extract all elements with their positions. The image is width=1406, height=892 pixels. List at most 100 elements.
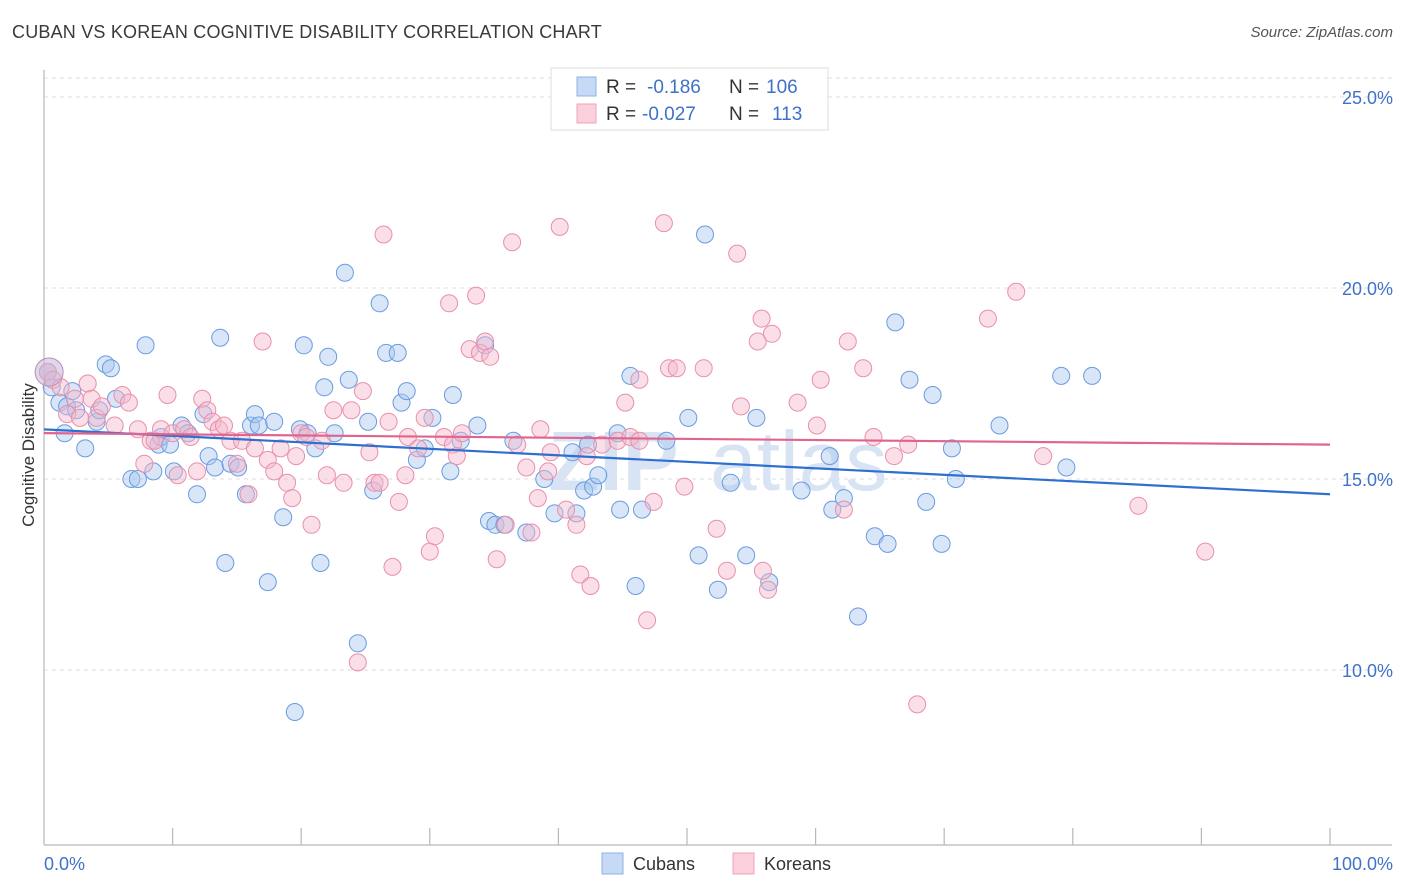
point-cubans	[76, 439, 95, 458]
point-cubans	[216, 554, 235, 572]
point-koreans	[1129, 496, 1148, 515]
point-cubans	[315, 378, 334, 397]
point-cubans	[265, 412, 284, 431]
point-koreans	[348, 653, 367, 672]
point-koreans	[788, 393, 807, 412]
point-koreans	[487, 550, 506, 569]
point-koreans	[654, 214, 673, 233]
point-koreans	[370, 473, 389, 492]
point-cubans	[211, 328, 230, 347]
point-cubans	[441, 462, 460, 481]
point-cubans	[878, 534, 897, 553]
point-cubans	[285, 703, 304, 721]
point-koreans	[365, 473, 384, 492]
trend-line-koreans	[43, 432, 1331, 446]
point-cubans	[696, 225, 714, 244]
point-koreans	[667, 359, 686, 378]
point-koreans	[522, 523, 541, 542]
point-cubans	[199, 447, 218, 466]
bottom-legend-swatch-koreans	[732, 852, 755, 875]
point-koreans	[188, 462, 206, 481]
point-cubans	[626, 577, 645, 595]
point-cubans	[579, 435, 597, 454]
point-koreans	[621, 428, 640, 446]
point-koreans	[762, 324, 781, 343]
point-koreans	[567, 515, 586, 534]
point-koreans	[283, 489, 302, 508]
point-cubans	[886, 313, 905, 332]
point-koreans	[168, 466, 187, 485]
point-koreans	[752, 309, 771, 328]
point-koreans	[508, 435, 527, 454]
point-koreans	[379, 412, 398, 431]
point-koreans	[593, 435, 612, 454]
y-tick-label: 10.0%	[1342, 661, 1393, 681]
point-koreans	[528, 489, 547, 508]
bottom-legend-label-koreans: Koreans	[764, 854, 831, 874]
point-koreans	[539, 462, 558, 481]
point-koreans	[864, 428, 883, 446]
data-points	[34, 214, 1215, 721]
point-koreans	[541, 443, 560, 462]
point-cubans	[245, 405, 264, 424]
bottom-legend: Cubans Koreans	[601, 852, 831, 875]
point-koreans	[460, 340, 479, 359]
legend-n-label-koreans: N =	[729, 104, 759, 125]
y-tick-labels: 10.0% 15.0% 20.0% 25.0%	[1342, 88, 1393, 681]
legend-swatch-koreans	[576, 103, 597, 124]
legend-r-label-cubans: R =	[606, 77, 636, 98]
point-koreans	[854, 359, 873, 378]
point-koreans	[420, 542, 439, 561]
point-koreans	[389, 492, 408, 511]
point-cubans	[294, 336, 313, 355]
point-cubans	[335, 263, 354, 282]
point-koreans	[374, 225, 393, 244]
point-koreans	[467, 286, 486, 305]
point-cubans	[122, 470, 141, 488]
y-axis-title: Cognitive Disability	[19, 383, 38, 527]
y-tick-label: 20.0%	[1342, 279, 1393, 299]
point-cubans	[589, 466, 608, 485]
point-cubans	[311, 554, 330, 572]
point-koreans	[239, 485, 258, 504]
point-cubans	[575, 481, 594, 500]
x-tick-marks	[172, 828, 1331, 845]
point-koreans	[324, 401, 343, 420]
chart-title: CUBAN VS KOREAN COGNITIVE DISABILITY COR…	[12, 22, 602, 42]
point-koreans	[82, 389, 101, 408]
point-cubans	[900, 370, 919, 389]
point-koreans	[278, 473, 297, 492]
point-cubans	[1052, 366, 1071, 385]
point-koreans	[571, 565, 590, 584]
point-cubans	[274, 508, 293, 527]
point-cubans	[942, 439, 961, 458]
point-koreans	[92, 397, 111, 416]
point-koreans	[452, 424, 471, 443]
point-cubans	[946, 470, 965, 488]
point-cubans	[468, 416, 487, 435]
point-cubans	[339, 370, 358, 389]
point-cubans	[689, 546, 708, 565]
point-koreans	[807, 416, 826, 435]
point-cubans	[721, 473, 740, 492]
point-cubans	[443, 386, 462, 404]
legend-n-label-cubans: N =	[729, 77, 759, 98]
point-cubans	[932, 534, 951, 553]
point-cubans	[849, 607, 867, 626]
point-koreans	[193, 389, 212, 408]
point-koreans	[287, 447, 306, 466]
point-koreans	[517, 458, 536, 477]
point-koreans	[198, 401, 217, 420]
point-koreans	[334, 473, 353, 492]
point-cubans	[206, 458, 224, 477]
point-cubans	[990, 416, 1009, 435]
point-koreans	[425, 527, 444, 546]
point-cubans	[392, 393, 411, 412]
point-koreans	[748, 332, 767, 351]
point-cubans	[545, 504, 564, 523]
legend-box: R = -0.186 N = 106 R = -0.027 N = 113	[550, 67, 829, 131]
point-cubans	[144, 462, 163, 481]
point-koreans	[415, 408, 434, 427]
point-cubans	[249, 416, 268, 435]
